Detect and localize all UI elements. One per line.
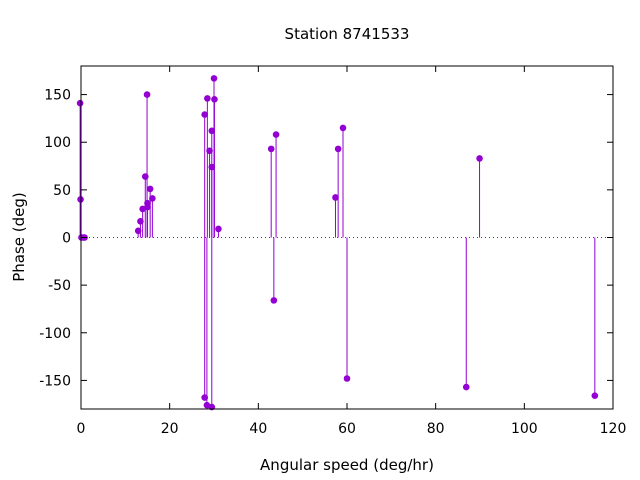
data-point — [137, 218, 144, 225]
data-point — [201, 394, 208, 401]
y-axis-ticks: -150 -100 -50 0 50 100 150 — [39, 88, 613, 389]
data-point — [334, 145, 342, 153]
data-point — [204, 95, 211, 102]
x-tick-label: 120 — [600, 421, 627, 437]
x-tick-label: 20 — [161, 421, 179, 437]
x-axis-label: Angular speed (deg/hr) — [260, 456, 434, 474]
y-tick-label: 150 — [44, 88, 71, 104]
y-axis-label: Phase (deg) — [10, 192, 28, 282]
data-point — [267, 145, 275, 153]
data-point — [146, 185, 154, 193]
data-point — [208, 163, 216, 171]
x-tick-label: 80 — [427, 421, 445, 437]
chart-title: Station 8741533 — [285, 25, 410, 43]
x-axis-ticks: 0 20 40 60 80 100 120 — [77, 66, 627, 437]
data-point — [591, 392, 599, 399]
data-point — [134, 227, 142, 235]
y-tick-label: -50 — [48, 278, 71, 294]
data-point — [149, 195, 156, 202]
y-tick-label: 0 — [62, 231, 71, 247]
x-tick-label: 40 — [249, 421, 267, 437]
x-tick-label: 0 — [77, 421, 86, 437]
y-tick-label: -150 — [39, 373, 71, 389]
data-point — [210, 75, 218, 82]
y-tick-label: -100 — [39, 326, 71, 342]
y-tick-label: 100 — [44, 135, 71, 151]
x-tick-label: 100 — [511, 421, 538, 437]
data-point — [339, 124, 347, 132]
data-point — [462, 383, 470, 391]
data-point — [208, 127, 216, 135]
data-point — [206, 147, 213, 155]
data-point — [343, 375, 351, 382]
data-point — [201, 111, 208, 118]
data-point — [76, 99, 84, 107]
data-point — [211, 96, 218, 103]
point-layer — [76, 75, 599, 411]
data-point — [141, 173, 149, 180]
data-point — [270, 297, 278, 304]
data-point — [476, 155, 483, 162]
x-tick-label: 60 — [338, 421, 356, 437]
impulse-layer — [79, 78, 596, 408]
data-point — [272, 131, 280, 138]
data-point — [215, 225, 222, 233]
data-point — [143, 91, 151, 98]
data-point — [144, 199, 151, 207]
data-point — [332, 194, 339, 201]
y-tick-label: 50 — [53, 183, 71, 199]
